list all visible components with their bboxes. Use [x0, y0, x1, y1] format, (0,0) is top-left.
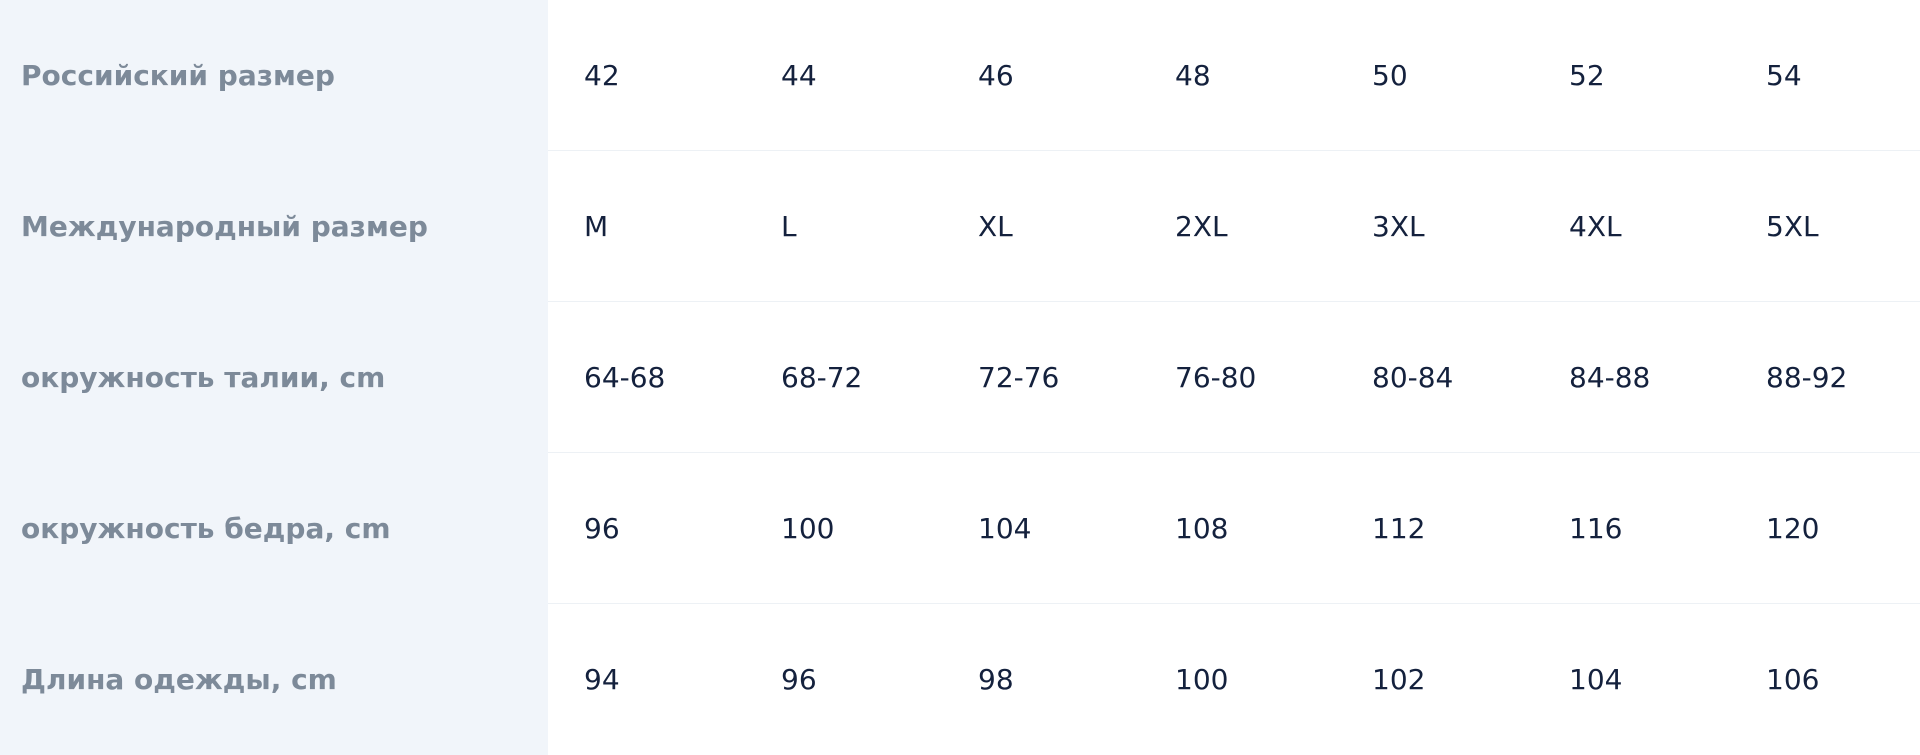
row-label-hip: окружность бедра, cm — [0, 453, 548, 604]
table-cell: 80-84 — [1336, 302, 1533, 453]
table-cell: 94 — [584, 663, 620, 696]
table-cell: 3XL — [1336, 151, 1533, 302]
table-cell: 44 — [745, 0, 942, 151]
table-cell: XL — [942, 151, 1139, 302]
table-cell: 96 — [781, 663, 817, 696]
table-cell: 72-76 — [942, 302, 1139, 453]
table-cell: 96 — [548, 453, 745, 604]
table-cell: 46 — [942, 0, 1139, 151]
table-cell: L — [745, 151, 942, 302]
table-cell: 84-88 — [1533, 302, 1730, 453]
table-cell: 68-72 — [745, 302, 942, 453]
table-cell: 100 — [745, 453, 942, 604]
table-cell: 112 — [1336, 453, 1533, 604]
table-cell: 54 — [1730, 0, 1920, 151]
row-label-waist: окружность талии, cm — [0, 302, 548, 453]
table-cell: 88-92 — [1730, 302, 1920, 453]
table-cell: 4XL — [1533, 151, 1730, 302]
table-cell: 52 — [1533, 0, 1730, 151]
table-cell: 48 — [1139, 0, 1336, 151]
table-cell: 76-80 — [1139, 302, 1336, 453]
table-cell: 104 — [1569, 663, 1623, 696]
table-cell: 2XL — [1139, 151, 1336, 302]
table-cell: M — [548, 151, 745, 302]
table-cell: 42 — [548, 0, 745, 151]
table-cell: 98 — [978, 663, 1014, 696]
table-cell: 104 — [942, 453, 1139, 604]
table-cell: 108 — [1139, 453, 1336, 604]
table-cell: 102 — [1372, 663, 1426, 696]
row-label-international-size: Международный размер — [0, 151, 548, 302]
table-cell: 50 — [1336, 0, 1533, 151]
row-label-length: Длина одежды, cm — [0, 604, 548, 755]
table-cell: 120 — [1730, 453, 1920, 604]
table-cell: 116 — [1533, 453, 1730, 604]
table-cell: 106 — [1766, 663, 1820, 696]
row-label-russian-size: Российский размер — [0, 0, 548, 151]
table-cell: 5XL — [1730, 151, 1920, 302]
table-cell: 64-68 — [548, 302, 745, 453]
table-cell: 100 — [1175, 663, 1229, 696]
